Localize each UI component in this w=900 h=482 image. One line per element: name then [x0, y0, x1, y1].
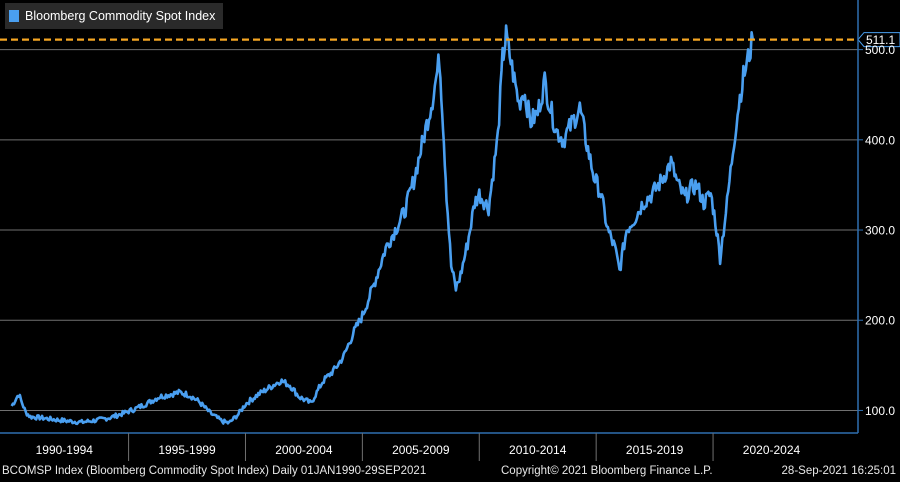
footer-timestamp: 28-Sep-2021 16:25:01 [781, 465, 896, 477]
reference-tag [857, 32, 900, 48]
y-tick-label-400: 400.0 [865, 133, 895, 147]
series-line-0 [10, 24, 755, 426]
y-tick-label-500: 500.0 [865, 43, 895, 57]
x-tick-label-2000-2004: 2000-2004 [275, 443, 333, 457]
y-tick-label-200: 200.0 [865, 314, 895, 328]
legend-label: Bloomberg Commodity Spot Index [25, 9, 216, 23]
x-tick-label-2010-2014: 2010-2014 [509, 443, 567, 457]
grid-lines [0, 49, 858, 411]
x-tick-label-1990-1994: 1990-1994 [36, 443, 94, 457]
series-layer [10, 24, 755, 426]
y-axis: 100.0 200.0 300.0 400.0 500.0 [857, 0, 895, 433]
x-tick-label-2020-2024: 2020-2024 [743, 443, 801, 457]
x-tick-label-1995-1999: 1995-1999 [158, 443, 216, 457]
x-tick-label-2005-2009: 2005-2009 [392, 443, 450, 457]
reference-value-label: 511.1 [866, 33, 895, 47]
footer-copyright: Copyright© 2021 Bloomberg Finance L.P. [501, 465, 713, 477]
legend-swatch [9, 10, 19, 22]
reference-layer: 511.1 [0, 32, 900, 48]
y-tick-label-300: 300.0 [865, 224, 895, 238]
chart-footer: BCOMSP Index (Bloomberg Commodity Spot I… [0, 463, 900, 482]
legend[interactable]: Bloomberg Commodity Spot Index [5, 3, 223, 29]
footer-ticker-info: BCOMSP Index (Bloomberg Commodity Spot I… [2, 465, 427, 477]
x-tick-label-2015-2019: 2015-2019 [626, 443, 684, 457]
x-axis: 1990-1994 1995-1999 2000-2004 2005-2009 2010… [0, 432, 858, 461]
y-tick-label-100: 100.0 [865, 404, 895, 418]
